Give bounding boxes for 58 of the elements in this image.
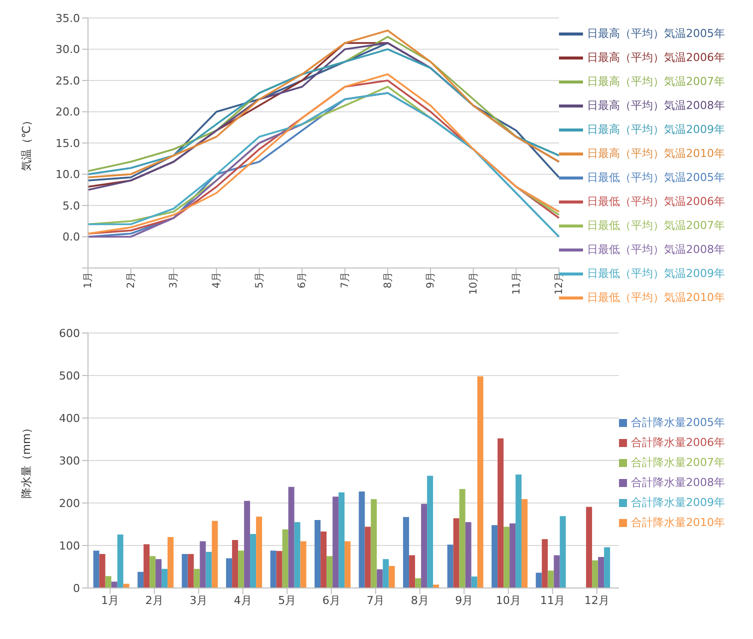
x-tick-label: 9月 — [426, 272, 437, 288]
y-tick-label: 5.0 — [62, 199, 80, 212]
legend-label: 日最低（平均）気温2007年 — [587, 218, 725, 232]
legend-label: 日最高（平均）気温2006年 — [587, 50, 725, 64]
x-tick-label: 7月 — [366, 594, 385, 607]
legend-label: 日最高（平均）気温2010年 — [587, 146, 725, 160]
legend-label: 日最低（平均）気温2009年 — [587, 266, 725, 280]
x-tick-label: 12月 — [584, 594, 610, 607]
legend-label: 日最低（平均）気温2010年 — [587, 290, 725, 304]
legend-label: 合計降水量2009年 — [631, 496, 725, 509]
y-tick-label: 0 — [73, 582, 80, 595]
x-tick-label: 7月 — [340, 272, 352, 288]
legend-label: 日最高（平均）気温2009年 — [587, 122, 725, 136]
legend-label: 合計降水量2006年 — [631, 436, 725, 449]
x-tick-label: 9月 — [455, 594, 474, 607]
x-tick-label: 1月 — [101, 594, 120, 607]
y-tick-label: 600 — [59, 326, 80, 340]
x-tick-label: 11月 — [540, 594, 566, 607]
y-tick-label: 25.0 — [56, 74, 80, 88]
x-tick-label: 4月 — [234, 594, 252, 607]
x-tick-label: 10月 — [496, 594, 521, 607]
legend-label: 日最高（平均）気温2008年 — [587, 98, 725, 112]
x-tick-label: 2月 — [145, 594, 164, 607]
x-tick-label: 5月 — [278, 594, 296, 607]
y-tick-label: 100 — [59, 539, 80, 552]
x-tick-label: 11月 — [511, 272, 522, 295]
x-tick-label: 3月 — [190, 594, 208, 607]
legend-label: 日最低（平均）気温2005年 — [587, 170, 725, 184]
y-tick-label: 10.0 — [56, 168, 80, 182]
x-tick-label: 6月 — [322, 594, 340, 607]
y-axis-title: 降水量（mm） — [20, 422, 33, 499]
y-tick-label: 0.0 — [62, 230, 80, 244]
x-tick-label: 10月 — [468, 272, 480, 295]
x-tick-label: 2月 — [126, 272, 137, 288]
y-tick-label: 400 — [59, 412, 80, 425]
x-tick-label: 6月 — [297, 272, 308, 288]
legend-label: 合計降水量2005年 — [631, 416, 725, 429]
x-tick-label: 5月 — [254, 272, 266, 288]
legend-label: 合計降水量2008年 — [631, 476, 725, 489]
y-tick-label: 200 — [59, 496, 80, 510]
y-axis-title: 気温（℃） — [20, 114, 33, 172]
y-tick-label: 15.0 — [56, 136, 80, 150]
y-tick-label: 35.0 — [56, 12, 80, 25]
y-tick-label: 30.0 — [56, 43, 80, 56]
x-tick-label: 4月 — [212, 272, 223, 288]
legend-label: 合計降水量2010年 — [631, 516, 725, 529]
x-tick-label: 1月 — [83, 272, 94, 288]
x-tick-label: 3月 — [168, 272, 180, 288]
legend-label: 日最低（平均）気温2006年 — [587, 194, 725, 208]
legend-label: 日最高（平均）気温2007年 — [587, 74, 725, 88]
x-tick-label: 8月 — [382, 272, 394, 288]
x-tick-label: 8月 — [410, 594, 429, 607]
legend-label: 合計降水量2007年 — [631, 456, 725, 469]
y-tick-label: 500 — [59, 369, 80, 382]
y-tick-label: 20.0 — [56, 106, 80, 119]
y-tick-label: 300 — [59, 454, 80, 468]
legend-label: 日最低（平均）気温2008年 — [587, 242, 725, 256]
legend-label: 日最高（平均）気温2005年 — [587, 26, 725, 40]
